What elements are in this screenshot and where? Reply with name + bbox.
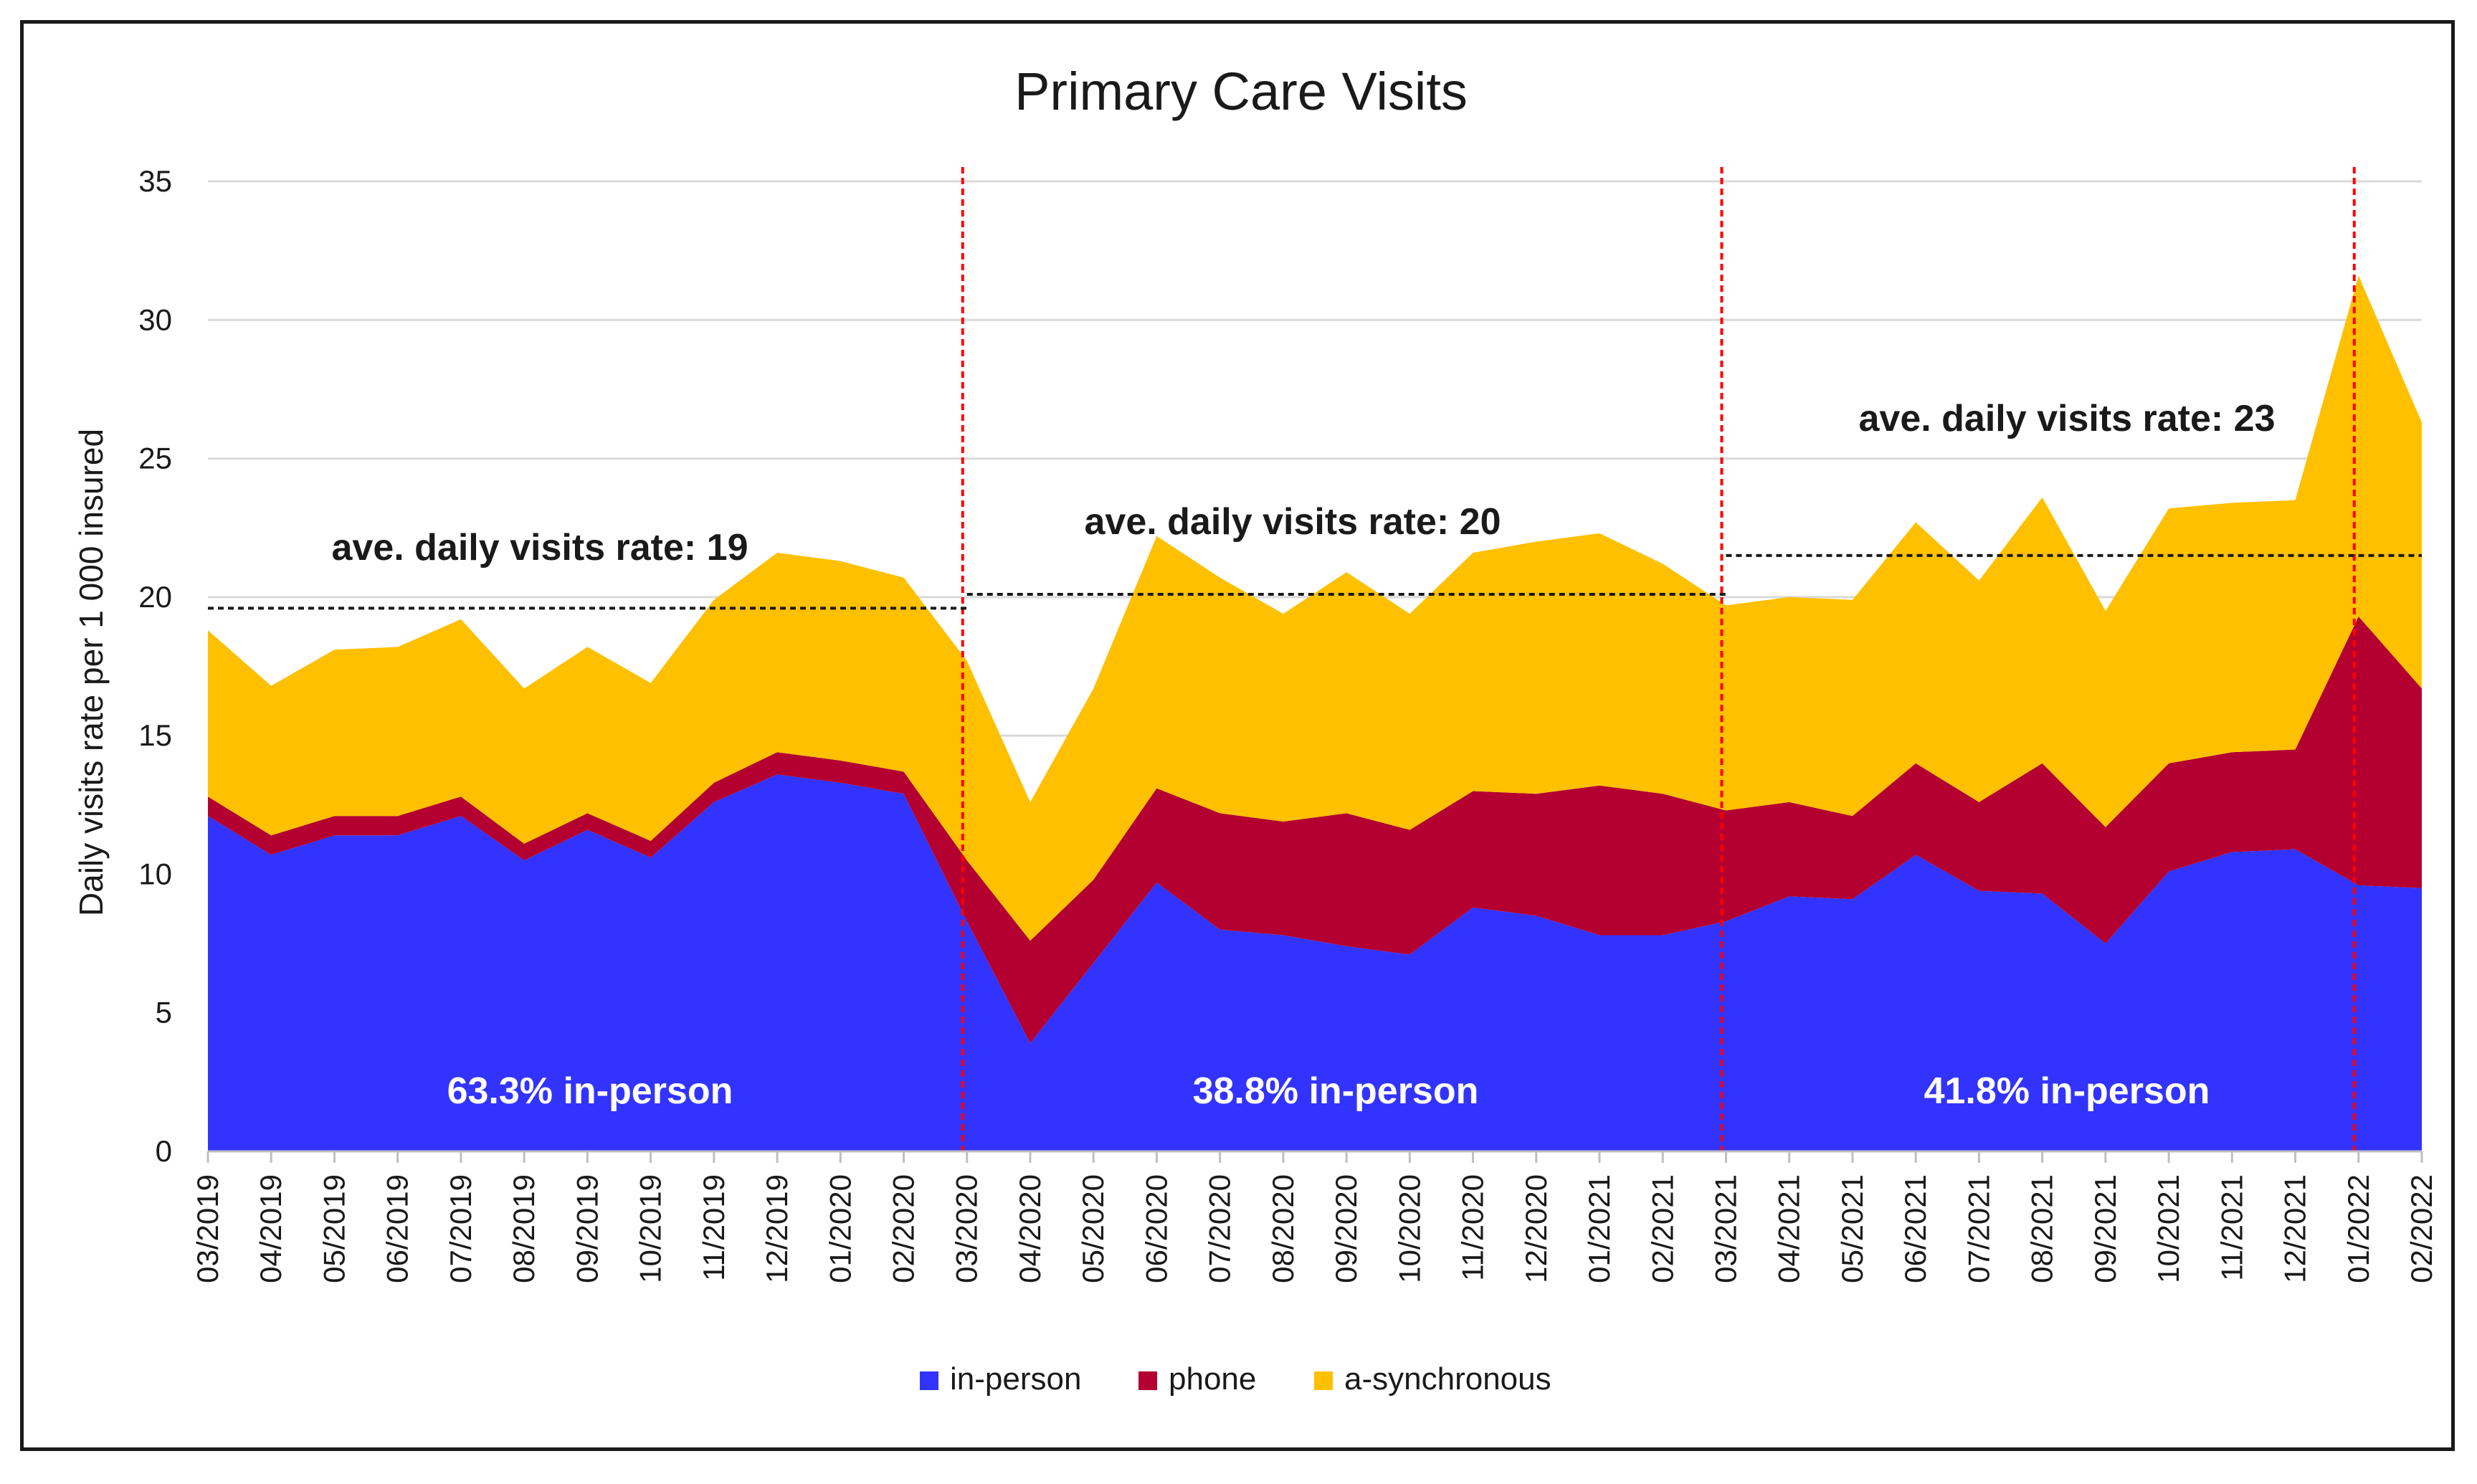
x-tick-label: 09/2021 bbox=[2088, 1174, 2122, 1283]
average-rate-label: ave. daily visits rate: 20 bbox=[1084, 501, 1501, 543]
x-tick-label: 03/2019 bbox=[191, 1174, 224, 1283]
in-person-share-label: 41.8% in-person bbox=[1924, 1070, 2210, 1112]
area-a-synchronous bbox=[208, 275, 2422, 941]
legend-label-in-person: in-person bbox=[950, 1361, 1081, 1397]
x-tick-label: 12/2021 bbox=[2278, 1174, 2312, 1283]
x-tick-label: 12/2019 bbox=[760, 1174, 794, 1283]
legend-label-phone: phone bbox=[1169, 1361, 1256, 1397]
x-tick-label: 01/2020 bbox=[823, 1174, 857, 1283]
x-tick-label: 07/2021 bbox=[1962, 1174, 1995, 1283]
average-rate-label: ave. daily visits rate: 19 bbox=[331, 527, 748, 569]
y-tick-label: 25 bbox=[138, 442, 172, 475]
x-tick-label: 06/2019 bbox=[381, 1174, 414, 1283]
x-tick-label: 07/2019 bbox=[444, 1174, 477, 1283]
chart-overlays bbox=[208, 167, 2422, 1151]
x-tick-label: 03/2020 bbox=[950, 1174, 984, 1283]
x-tick-label: 10/2021 bbox=[2152, 1174, 2185, 1283]
area-phone bbox=[208, 616, 2422, 1044]
y-tick-label: 15 bbox=[138, 718, 172, 752]
x-tick-label: 08/2021 bbox=[2025, 1174, 2059, 1283]
chart-frame: Primary Care Visits Daily visits rate pe… bbox=[20, 20, 2455, 1451]
x-axis: 03/2019 04/2019 05/2019 06/2019 07/2019 08/20… bbox=[191, 1150, 2438, 1283]
stacked-areas bbox=[208, 275, 2422, 1151]
x-tick-label: 11/2021 bbox=[2215, 1174, 2248, 1281]
y-tick-label: 0 bbox=[156, 1134, 172, 1168]
y-tick-label: 30 bbox=[138, 303, 172, 336]
x-tick-label: 10/2019 bbox=[634, 1174, 667, 1283]
x-tick-label: 10/2020 bbox=[1392, 1174, 1426, 1283]
x-tick-label: 11/2020 bbox=[1456, 1174, 1490, 1281]
legend: in-person phone a-synchronous bbox=[920, 1361, 1551, 1397]
x-tick-label: 05/2020 bbox=[1076, 1174, 1110, 1283]
y-axis-label: Daily visits rate per 1 000 insured bbox=[72, 429, 110, 916]
x-tick-label: 08/2019 bbox=[507, 1174, 541, 1283]
legend-swatch-a-synchronous bbox=[1314, 1371, 1333, 1390]
x-tick-label: 03/2021 bbox=[1709, 1174, 1743, 1283]
x-tick-label: 12/2020 bbox=[1519, 1174, 1553, 1283]
x-tick-label: 02/2021 bbox=[1645, 1174, 1679, 1283]
x-tick-label: 06/2020 bbox=[1139, 1174, 1173, 1283]
x-tick-label: 11/2019 bbox=[697, 1174, 731, 1281]
in-person-share-label: 63.3% in-person bbox=[447, 1070, 733, 1112]
x-tick-label: 04/2019 bbox=[254, 1174, 287, 1283]
x-tick-label: 09/2019 bbox=[570, 1174, 604, 1283]
x-tick-label: 05/2019 bbox=[318, 1174, 351, 1283]
x-tick-label: 09/2020 bbox=[1329, 1174, 1363, 1283]
x-tick-label: 01/2022 bbox=[2341, 1174, 2375, 1283]
y-tick-label: 35 bbox=[138, 164, 172, 198]
x-tick-label: 06/2021 bbox=[1898, 1174, 1932, 1283]
chart-title: Primary Care Visits bbox=[1014, 62, 1468, 121]
y-tick-label: 5 bbox=[156, 996, 172, 1029]
y-tick-label: 10 bbox=[138, 857, 172, 890]
legend-swatch-in-person bbox=[920, 1371, 938, 1390]
x-tick-label: 07/2020 bbox=[1203, 1174, 1237, 1283]
legend-swatch-phone bbox=[1138, 1371, 1157, 1390]
chart-svg: Primary Care Visits Daily visits rate pe… bbox=[72, 62, 2438, 1397]
area-in-person bbox=[208, 774, 2422, 1151]
annotations: ave. daily visits rate: 19 ave. daily vis… bbox=[331, 398, 2275, 1112]
y-tick-label: 20 bbox=[138, 580, 172, 614]
x-tick-label: 02/2020 bbox=[887, 1174, 921, 1283]
x-tick-label: 08/2020 bbox=[1266, 1174, 1300, 1283]
x-tick-label: 05/2021 bbox=[1835, 1174, 1869, 1283]
average-rate-label: ave. daily visits rate: 23 bbox=[1858, 398, 2275, 439]
x-tick-label: 04/2020 bbox=[1013, 1174, 1047, 1283]
legend-label-a-synchronous: a-synchronous bbox=[1344, 1361, 1551, 1397]
y-axis: 0 5 10 15 20 25 30 35 bbox=[138, 164, 172, 1168]
x-tick-label: 04/2021 bbox=[1772, 1174, 1806, 1283]
x-tick-label: 01/2021 bbox=[1582, 1174, 1616, 1283]
x-tick-label: 02/2022 bbox=[2405, 1174, 2438, 1283]
in-person-share-label: 38.8% in-person bbox=[1193, 1070, 1479, 1112]
